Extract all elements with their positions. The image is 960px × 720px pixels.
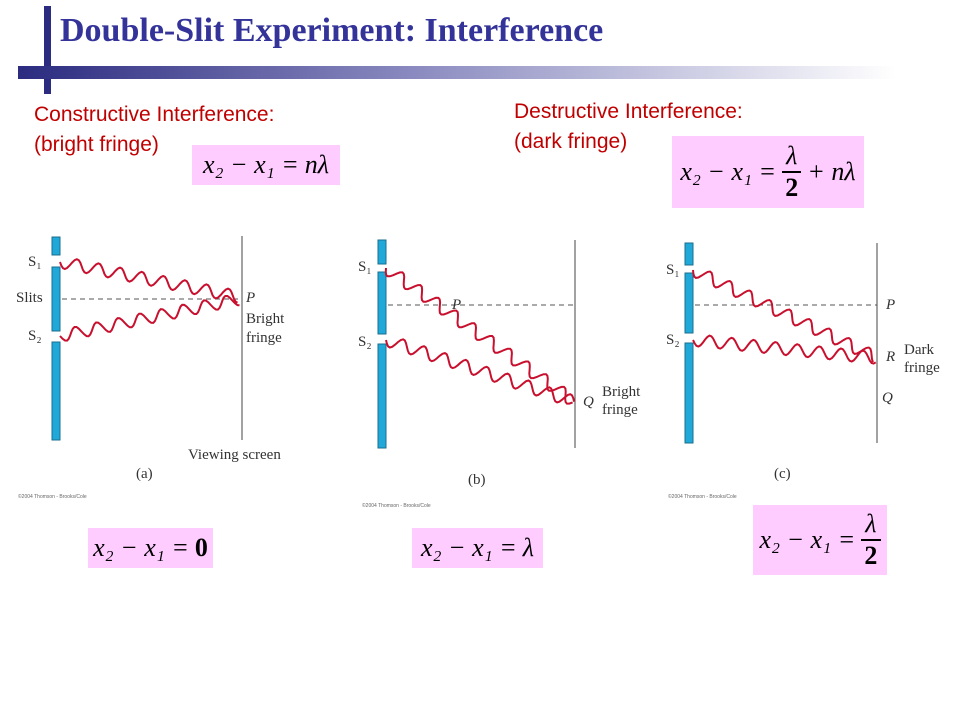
- label: S₁: [358, 259, 372, 275]
- eq-lhs: x₂ − x₁ =: [759, 525, 856, 554]
- eq-rhs: 0: [194, 533, 208, 562]
- destructive-label: Destructive Interference:: [514, 100, 743, 123]
- caption: (b): [468, 472, 486, 488]
- label: fringe: [904, 360, 940, 376]
- barrier: [377, 343, 387, 449]
- numerator: λ: [782, 141, 802, 173]
- barrier: [51, 341, 61, 441]
- eq-lhs: x₂ − x₁ =: [93, 533, 189, 562]
- eq-lhs: x₂ − x₁ =: [202, 150, 299, 179]
- label: S₁: [666, 262, 680, 278]
- label: S₂: [666, 332, 680, 348]
- eq-lhs: x₂ − x₁ =: [420, 533, 517, 562]
- caption: (a): [136, 466, 153, 482]
- equation: x₂ − x₁ = λ: [412, 528, 543, 568]
- eq-rhs: nλ: [304, 150, 329, 179]
- equation: x₂ − x₁ = nλ: [192, 145, 340, 185]
- wave: [385, 338, 576, 404]
- eq-lhs: x₂ − x₁ =: [680, 157, 777, 186]
- label: P: [451, 297, 461, 313]
- wave: [59, 258, 238, 304]
- title-rule: [18, 66, 896, 79]
- constructive-sublabel: (bright fringe): [34, 133, 159, 156]
- wave: [692, 269, 874, 363]
- panel-a: S₁ Slits S₂ P Bright fringe Viewing scre…: [16, 236, 285, 500]
- accent-bar: [44, 6, 51, 94]
- label: S₁: [28, 254, 42, 270]
- label: Q: [583, 394, 594, 410]
- label: fringe: [602, 402, 638, 418]
- barrier: [51, 266, 61, 332]
- label: P: [885, 297, 895, 313]
- credit: ©2004 Thomson - Brooks/Cole: [362, 502, 431, 509]
- caption: (c): [774, 466, 791, 482]
- label: S₂: [358, 334, 372, 350]
- denominator: 2: [864, 541, 878, 570]
- label: fringe: [246, 330, 282, 346]
- label: Slits: [16, 290, 43, 306]
- panel-c: S₁ S₂ P R Q Dark fringe (c) ©2004 Thomso…: [666, 242, 940, 500]
- eq-tail: + nλ: [807, 157, 856, 186]
- label: S₂: [28, 328, 42, 344]
- barrier: [51, 236, 61, 256]
- denominator: 2: [785, 173, 799, 202]
- panel-b: S₁ S₂ P Q Bright fringe (b) ©2004 Thomso…: [358, 239, 641, 509]
- barrier: [684, 272, 694, 334]
- label: R: [885, 349, 895, 365]
- label: Bright: [246, 311, 285, 327]
- wave: [384, 267, 573, 405]
- constructive-label: Constructive Interference:: [34, 103, 275, 126]
- label: Q: [882, 390, 893, 406]
- destructive-sublabel: (dark fringe): [514, 130, 628, 153]
- title: Double-Slit Experiment: Interference: [60, 12, 604, 49]
- label: P: [245, 290, 255, 306]
- label: Dark: [904, 342, 934, 358]
- equation: x₂ − x₁ = 0: [88, 528, 213, 568]
- credit: ©2004 Thomson - Brooks/Cole: [18, 493, 87, 500]
- credit: ©2004 Thomson - Brooks/Cole: [668, 493, 737, 500]
- barrier: [684, 242, 694, 266]
- label: Bright: [602, 384, 641, 400]
- numerator: λ: [861, 509, 881, 541]
- barrier: [377, 239, 387, 265]
- wave: [692, 334, 877, 365]
- eq-rhs: λ: [522, 533, 534, 562]
- barrier: [377, 271, 387, 335]
- label: Viewing screen: [188, 447, 281, 463]
- wave: [59, 295, 240, 342]
- barrier: [684, 342, 694, 444]
